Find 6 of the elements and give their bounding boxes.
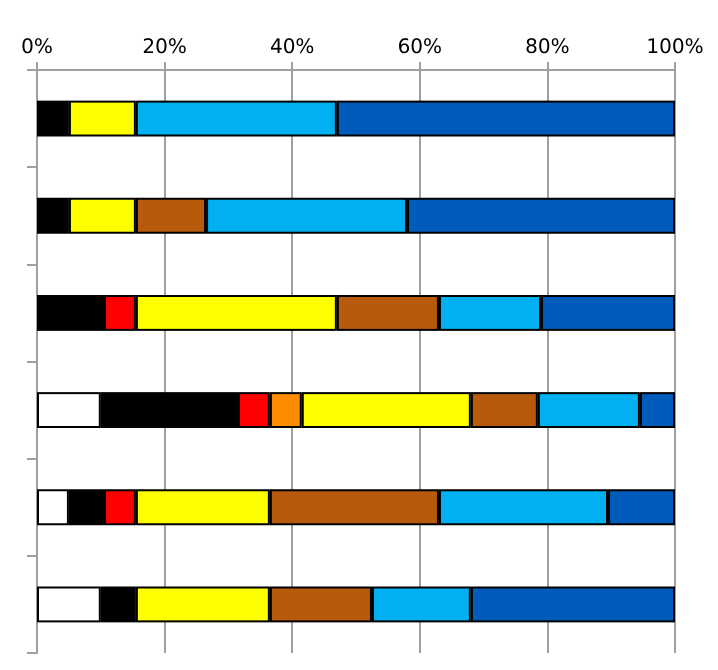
x-tick-label: 100% <box>646 34 704 58</box>
x-tick-label: 80% <box>525 34 570 58</box>
x-tick-label: 40% <box>270 34 314 58</box>
x-tick-label: 60% <box>398 34 442 58</box>
x-tick-label: 0% <box>21 34 53 58</box>
x-tick-label: 20% <box>142 34 187 58</box>
